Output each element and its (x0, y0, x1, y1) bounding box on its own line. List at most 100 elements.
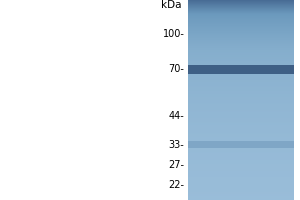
Bar (188, 13, 294, 14)
Bar (188, 144, 294, 145)
Bar (188, 91, 294, 92)
Bar (188, 136, 294, 137)
Bar (188, 22, 294, 23)
Bar (188, 35, 294, 36)
Bar (188, 120, 294, 121)
Bar (188, 110, 294, 111)
Bar (188, 41, 294, 42)
Bar (188, 164, 294, 166)
Bar (188, 95, 294, 96)
Bar (188, 105, 294, 106)
Bar (188, 88, 294, 89)
Bar (188, 135, 294, 136)
Bar (188, 49, 294, 50)
Bar (188, 5, 294, 6)
Bar (188, 156, 294, 157)
Bar (188, 64, 294, 65)
Bar (188, 148, 294, 149)
Bar (188, 103, 294, 104)
Bar (188, 30, 294, 31)
Bar (188, 121, 294, 122)
Bar (188, 6, 294, 7)
Bar (188, 174, 294, 176)
Bar (188, 8, 294, 9)
Bar (188, 194, 294, 196)
Text: 44-: 44- (169, 111, 184, 121)
Bar (188, 127, 294, 128)
Bar (188, 43, 294, 44)
Bar (188, 25, 294, 26)
Bar (188, 101, 294, 102)
Bar (188, 169, 294, 171)
Bar (188, 53, 294, 54)
Text: 22-: 22- (169, 180, 184, 190)
Bar (188, 83, 294, 84)
Bar (188, 63, 294, 64)
Bar (188, 138, 294, 139)
Bar (188, 45, 294, 46)
Bar (188, 157, 294, 159)
Bar (188, 151, 294, 152)
Bar (188, 2, 294, 3)
Bar (188, 69, 294, 70)
Bar (188, 176, 294, 177)
Bar (188, 149, 294, 151)
Bar (188, 58, 294, 59)
Bar (188, 94, 294, 95)
Bar (188, 75, 294, 76)
Bar (188, 198, 294, 200)
Bar (188, 3, 294, 4)
Bar (188, 132, 294, 133)
Bar (188, 126, 294, 127)
Bar (188, 44, 294, 45)
Bar (188, 159, 294, 160)
Bar (188, 141, 294, 142)
Bar (188, 109, 294, 110)
Bar (188, 48, 294, 49)
Bar (188, 192, 294, 194)
Bar (188, 122, 294, 123)
Bar (188, 147, 294, 148)
Bar (188, 66, 294, 67)
Bar (188, 82, 294, 83)
Bar (188, 90, 294, 91)
Bar (188, 9, 294, 10)
Bar (188, 54, 294, 55)
Bar (188, 134, 294, 135)
Bar (188, 77, 294, 78)
Bar (188, 93, 294, 94)
Bar (188, 115, 294, 116)
Text: kDa: kDa (161, 0, 182, 10)
Bar (188, 153, 294, 155)
Bar (188, 117, 294, 118)
Bar (188, 46, 294, 47)
Bar (188, 76, 294, 77)
Bar (188, 28, 294, 29)
Bar (188, 96, 294, 97)
Bar (188, 168, 294, 169)
Bar (188, 89, 294, 90)
Bar (188, 26, 294, 27)
Bar (188, 85, 294, 86)
Bar (188, 70, 294, 71)
Bar (188, 20, 294, 21)
Bar (188, 4, 294, 5)
Bar (188, 0, 294, 1)
Bar (188, 31, 294, 32)
Bar (188, 78, 294, 79)
Bar (188, 42, 294, 43)
Bar (188, 12, 294, 13)
Bar (188, 188, 294, 190)
Bar (188, 81, 294, 82)
Bar (188, 36, 294, 37)
Bar (188, 107, 294, 108)
Bar (188, 87, 294, 88)
Bar (188, 61, 294, 62)
Bar (188, 65, 294, 66)
Bar (188, 125, 294, 126)
Bar (188, 116, 294, 117)
Bar (188, 139, 294, 141)
Bar (188, 40, 294, 41)
Bar (188, 182, 294, 184)
Bar (188, 124, 294, 125)
